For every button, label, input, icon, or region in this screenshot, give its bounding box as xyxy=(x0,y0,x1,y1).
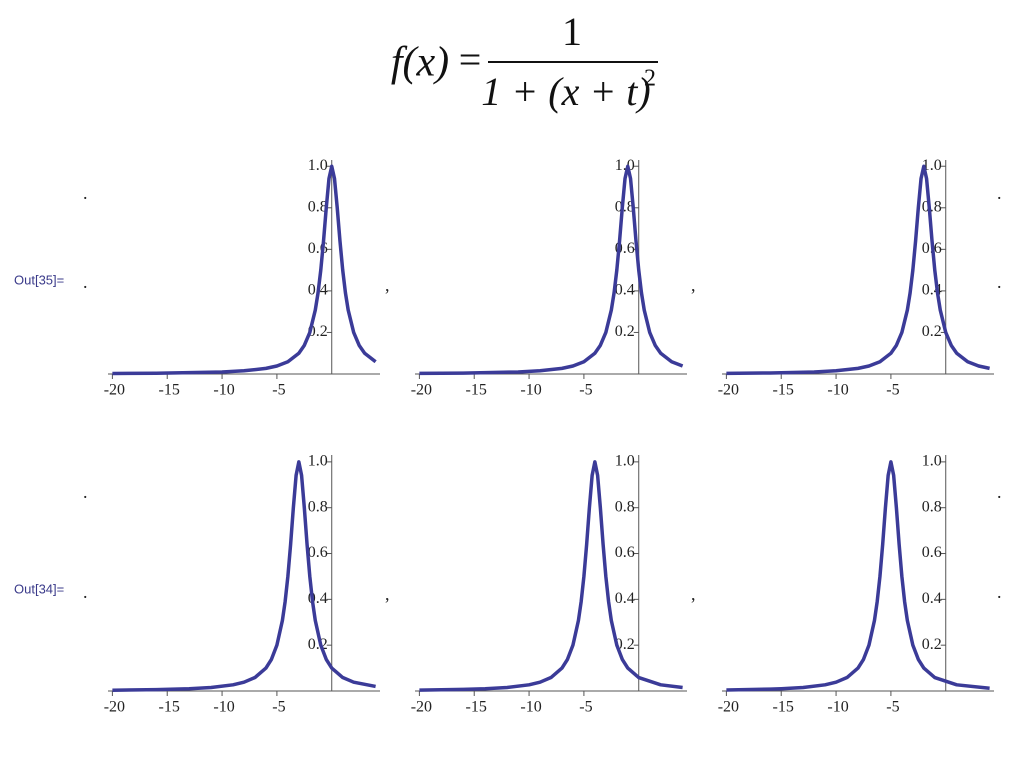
formula-equals: = xyxy=(459,37,482,82)
y-tick-label: 0.8 xyxy=(308,498,328,515)
bracket-dot: . xyxy=(997,183,1002,203)
x-tick-label: -5 xyxy=(886,699,899,716)
y-tick-label: 0.2 xyxy=(615,323,635,340)
bracket-dot: . xyxy=(83,582,88,602)
bracket-dot: . xyxy=(997,582,1002,602)
y-tick-label: 1.0 xyxy=(922,157,942,174)
x-tick-label: -15 xyxy=(773,699,794,716)
y-tick-label: 1.0 xyxy=(615,453,635,470)
y-tick-label: 1.0 xyxy=(308,453,328,470)
x-tick-label: -5 xyxy=(272,699,285,716)
curve xyxy=(112,164,377,376)
y-tick-label: 0.6 xyxy=(615,544,635,561)
formula-exponent: 2 xyxy=(644,66,656,92)
y-tick-label: 0.4 xyxy=(922,590,942,607)
x-tick-label: -5 xyxy=(579,382,592,399)
curve xyxy=(419,460,683,692)
x-tick-label: -10 xyxy=(827,382,848,399)
separator: , xyxy=(385,584,390,604)
x-tick-label: -15 xyxy=(466,382,487,399)
y-tick-label: 1.0 xyxy=(615,157,635,174)
x-tick-label: -10 xyxy=(213,699,234,716)
x-tick-label: -20 xyxy=(104,382,125,399)
separator: , xyxy=(385,275,390,295)
x-tick-label: -20 xyxy=(718,699,739,716)
y-tick-label: 0.2 xyxy=(922,323,942,340)
bracket-dot: . xyxy=(83,482,88,502)
x-tick-label: -5 xyxy=(272,382,285,399)
output-label: Out[35]= xyxy=(14,272,64,287)
x-tick-label: -10 xyxy=(213,382,234,399)
x-tick-label: -10 xyxy=(520,699,541,716)
x-tick-label: -15 xyxy=(159,699,180,716)
x-tick-label: -15 xyxy=(159,382,180,399)
y-tick-label: 0.8 xyxy=(922,198,942,215)
y-tick-label: 0.4 xyxy=(615,590,635,607)
y-tick-label: 0.8 xyxy=(308,198,328,215)
formula-denominator: 1 + (x + t) xyxy=(481,69,651,114)
curve xyxy=(726,164,990,376)
x-tick-label: -20 xyxy=(411,382,432,399)
bracket-dot: . xyxy=(997,482,1002,502)
formula: f(x) = 1 1 + (x + t) 2 xyxy=(391,9,658,114)
x-tick-label: -20 xyxy=(411,699,432,716)
y-tick-label: 0.8 xyxy=(615,198,635,215)
bracket-dot: . xyxy=(83,183,88,203)
x-tick-label: -15 xyxy=(773,382,794,399)
bracket-dot: . xyxy=(83,272,88,292)
output-label: Out[34]= xyxy=(14,581,64,596)
curve xyxy=(419,164,684,376)
separator: , xyxy=(691,275,696,295)
bracket-dot: . xyxy=(997,272,1002,292)
x-tick-label: -20 xyxy=(104,699,125,716)
x-tick-label: -10 xyxy=(520,382,541,399)
x-tick-label: -5 xyxy=(886,382,899,399)
x-tick-label: -15 xyxy=(466,699,487,716)
curve xyxy=(112,460,376,692)
y-tick-label: 0.8 xyxy=(615,498,635,515)
y-tick-label: 0.8 xyxy=(922,498,942,515)
formula-numerator: 1 xyxy=(562,9,582,54)
y-tick-label: 1.0 xyxy=(922,453,942,470)
y-tick-label: 0.2 xyxy=(922,636,942,653)
y-tick-label: 0.4 xyxy=(615,282,635,299)
x-tick-label: -20 xyxy=(718,382,739,399)
x-tick-label: -10 xyxy=(827,699,848,716)
y-tick-label: 0.6 xyxy=(922,544,942,561)
formula-lhs: f(x) xyxy=(391,40,449,86)
y-tick-label: 1.0 xyxy=(308,157,328,174)
separator: , xyxy=(691,584,696,604)
curve xyxy=(726,460,990,692)
x-tick-label: -5 xyxy=(579,699,592,716)
y-tick-label: 0.6 xyxy=(308,544,328,561)
